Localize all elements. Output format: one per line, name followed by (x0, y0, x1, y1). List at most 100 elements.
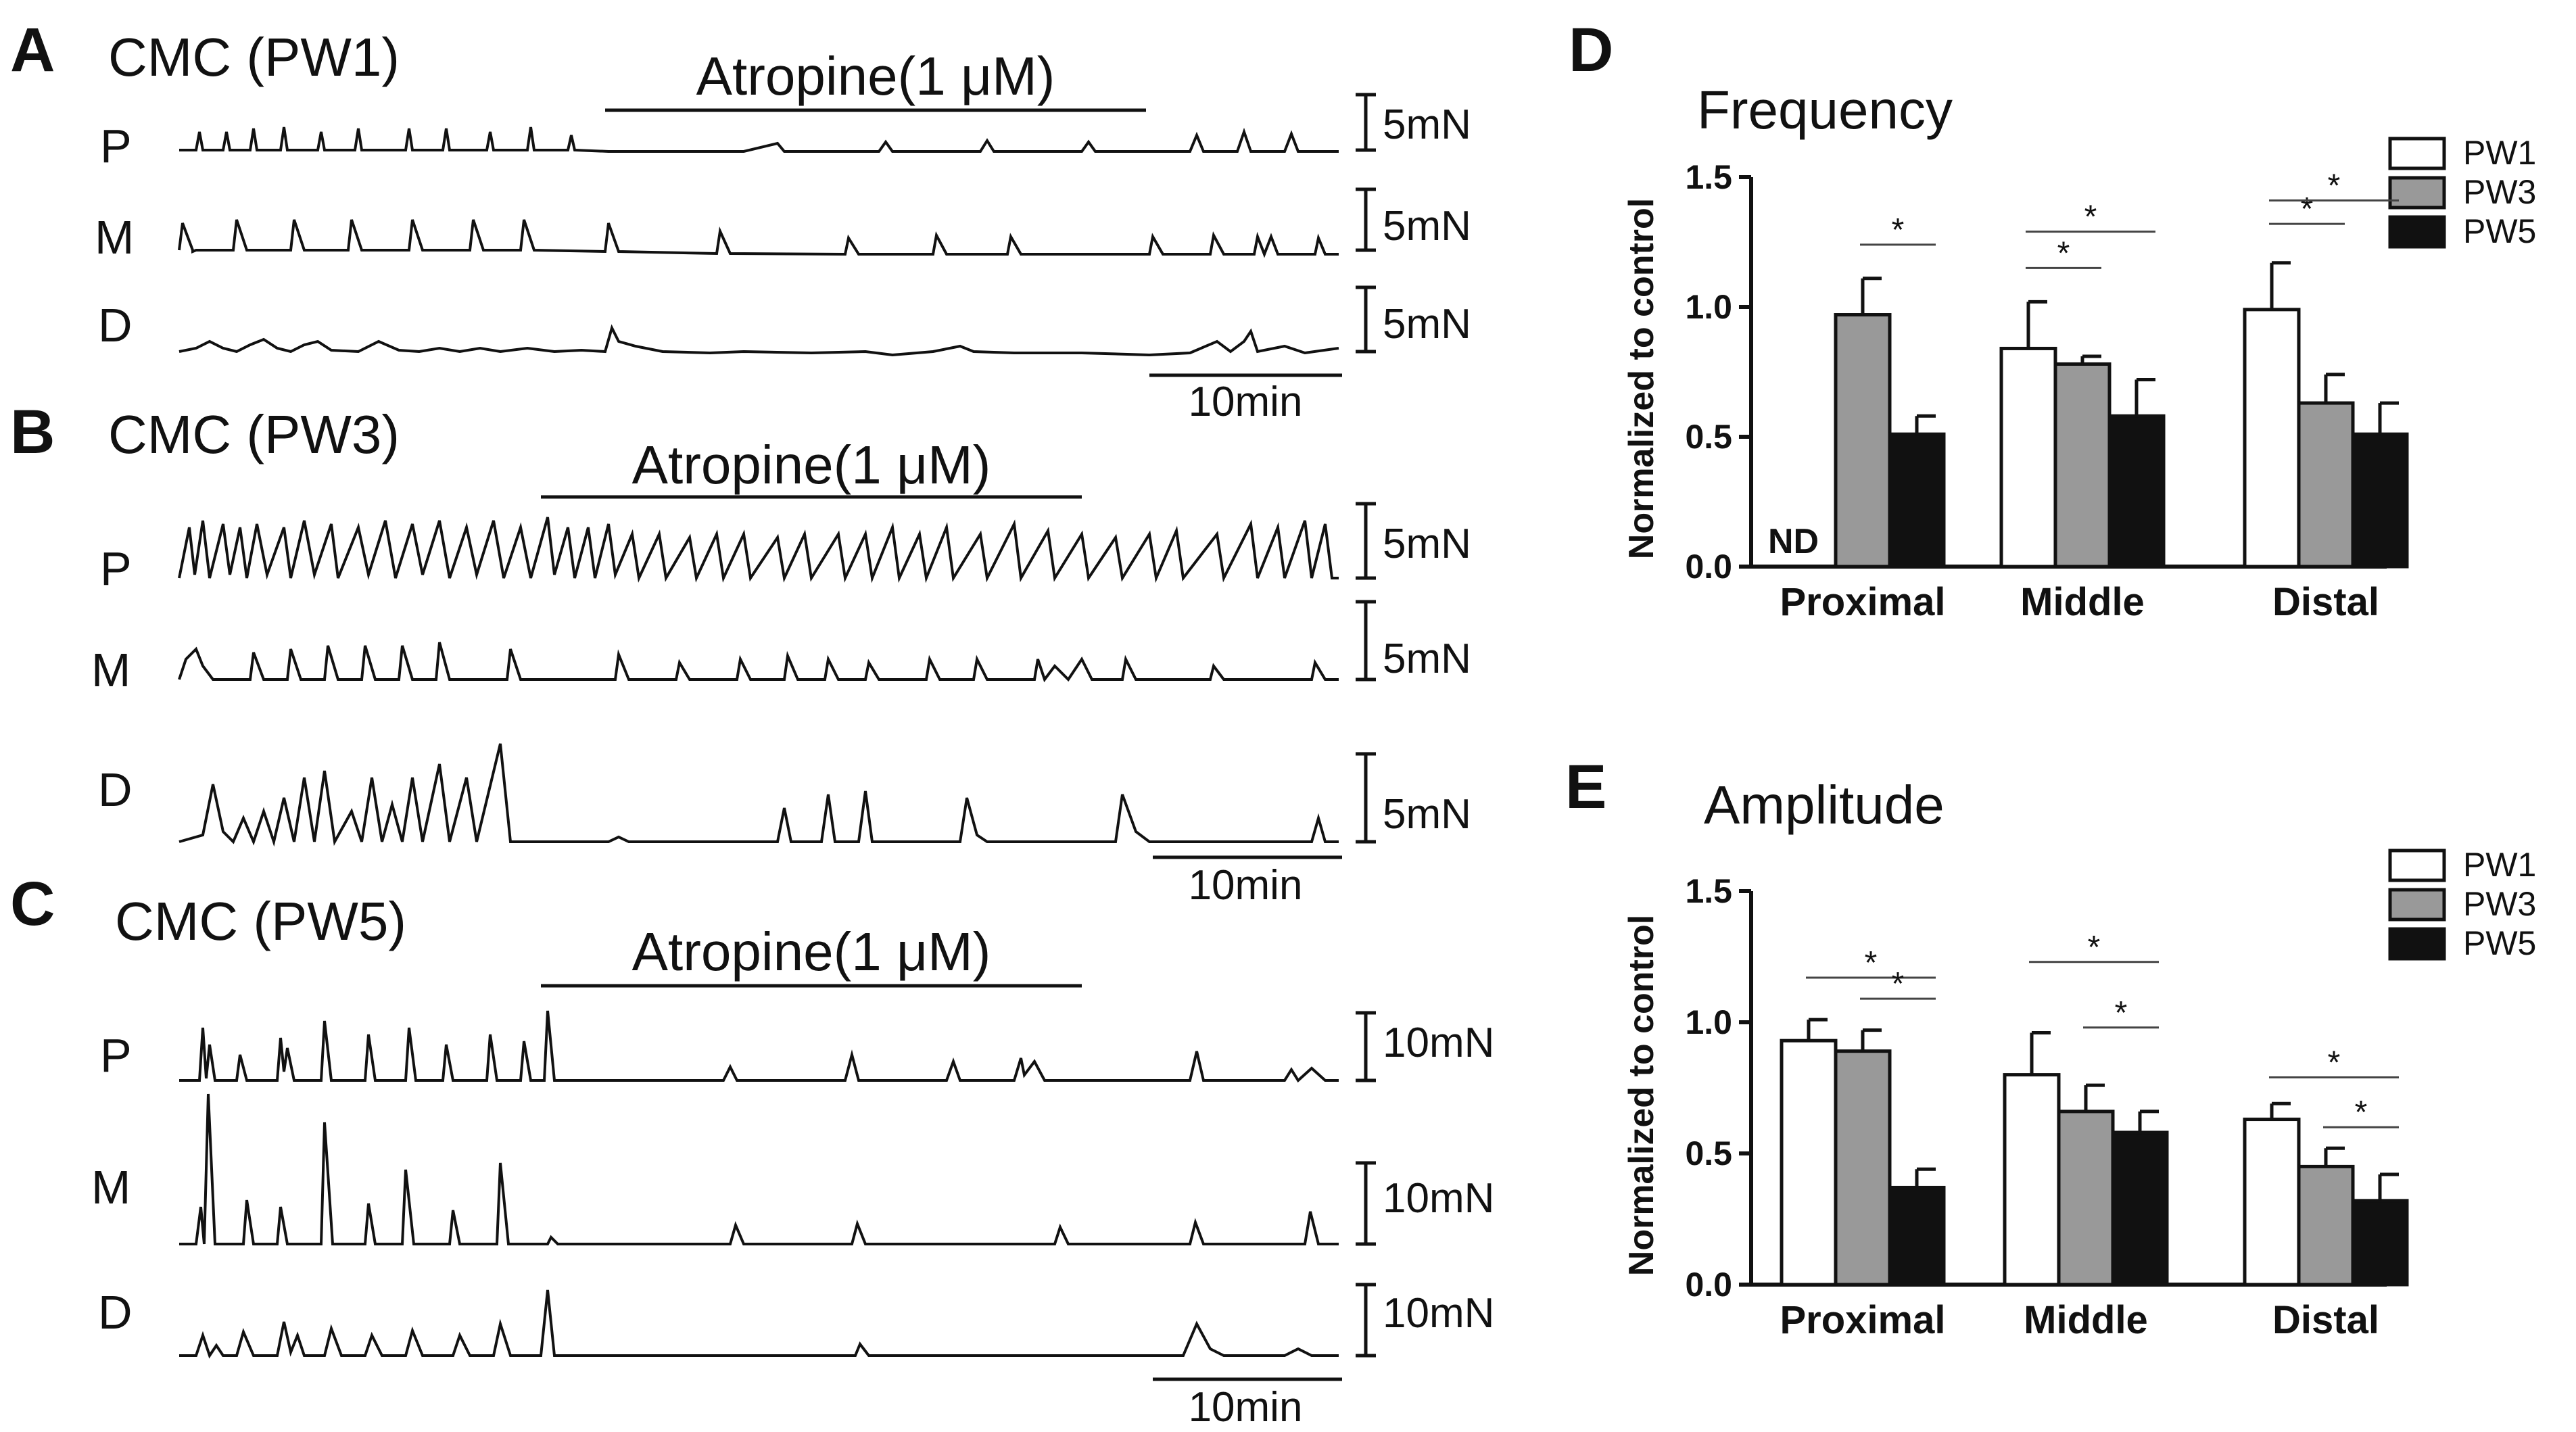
drug-label-c: Atropine(1 μM) (632, 922, 991, 982)
bar (2351, 1199, 2409, 1287)
significance-mark: * (2115, 995, 2128, 1031)
y-tick-label: 1.5 (1685, 872, 1732, 910)
y-tick-label: 1.0 (1685, 288, 1732, 326)
panel-label-c: C (10, 869, 55, 938)
panel-label-a: A (10, 16, 55, 85)
trace-c-p (179, 1010, 1339, 1083)
time-label-a: 10min (1189, 379, 1303, 425)
trace-title-c: CMC (PW5) (115, 891, 406, 951)
category-label: Proximal (1780, 580, 1946, 624)
bar-chart-frequency: D Frequency Normalized to control ND 0.0… (1569, 16, 2536, 624)
bar (2243, 308, 2301, 569)
row-label-b-p: P (100, 542, 132, 595)
trace-title-b: CMC (PW3) (108, 404, 400, 464)
legend-label: PW3 (2463, 885, 2536, 923)
category-label: Proximal (1780, 1298, 1946, 1342)
bar (2111, 1130, 2169, 1287)
legend-swatch (2388, 927, 2446, 961)
bar (1780, 1039, 1838, 1287)
scale-label-c-p: 10mN (1383, 1020, 1494, 1066)
scale-label-a-d: 5mN (1383, 301, 1471, 348)
legend-label: PW5 (2463, 924, 2536, 962)
trace-a-d (178, 324, 1339, 357)
bar (2351, 432, 2409, 569)
category-label: Distal (2272, 580, 2379, 624)
legend-label: PW1 (2463, 846, 2536, 884)
row-label-a-p: P (100, 120, 132, 172)
bar (2297, 1164, 2355, 1287)
trace-panel-b: B CMC (PW3) Atropine(1 μM) P M D 5mN 5mN… (10, 398, 1471, 909)
bar (1999, 346, 2057, 569)
trace-b-m (178, 642, 1339, 683)
scale-label-c-m: 10mN (1383, 1175, 1494, 1222)
annotation-nd: ND (1768, 522, 1819, 561)
drug-label-a: Atropine(1 μM) (696, 46, 1055, 106)
legend-swatch (2388, 137, 2446, 170)
panel-label-b: B (10, 398, 55, 467)
significance-mark: * (2301, 191, 2314, 227)
y-tick-label: 1.5 (1685, 158, 1732, 196)
scale-label-b-m: 5mN (1383, 636, 1471, 682)
y-tick-label: 0.0 (1685, 1266, 1732, 1304)
scale-label-c-d: 10mN (1383, 1290, 1494, 1337)
row-label-b-d: D (98, 763, 133, 816)
legend-swatch (2388, 888, 2446, 922)
row-label-b-m: M (91, 644, 130, 696)
bar (2053, 362, 2112, 569)
scale-label-a-p: 5mN (1383, 101, 1471, 148)
significance-mark: * (1865, 945, 1878, 981)
bar-chart-amplitude: E Amplitude Normalized to control 0.0 0.5… (1565, 753, 2536, 1342)
significance-mark: * (2328, 1045, 2341, 1080)
scale-label-b-p: 5mN (1383, 521, 1471, 567)
y-axis-label-frequency: Normalized to control (1622, 198, 1661, 559)
bar (1888, 1185, 1946, 1287)
category-label: Distal (2272, 1298, 2379, 1342)
y-tick-label: 0.0 (1685, 548, 1732, 586)
trace-panel-c: C CMC (PW5) Atropine(1 μM) P M D 10mN 10… (10, 869, 1494, 1431)
y-tick-label: 0.5 (1685, 418, 1732, 456)
chart-title-frequency: Frequency (1697, 80, 1953, 140)
trace-panel-a: A CMC (PW1) Atropine(1 μM) P M D 5mN 5mN… (10, 16, 1471, 425)
chart-title-amplitude: Amplitude (1704, 775, 1945, 835)
significance-mark: * (1892, 212, 1905, 248)
panel-label-d: D (1569, 16, 1613, 85)
trace-a-m (178, 219, 1339, 258)
legend-label: PW3 (2463, 173, 2536, 211)
row-label-c-d: D (98, 1286, 133, 1339)
bar (1888, 432, 1946, 569)
bar (2107, 414, 2166, 569)
category-label: Middle (2024, 1298, 2148, 1342)
y-axis-label-amplitude: Normalized to control (1622, 915, 1661, 1276)
significance-mark: * (1892, 966, 1905, 1002)
trace-c-m (179, 1093, 1339, 1245)
trace-title-a: CMC (PW1) (108, 27, 400, 87)
bar (2057, 1109, 2115, 1287)
legend-label: PW1 (2463, 134, 2536, 172)
scale-label-b-d: 5mN (1383, 791, 1471, 838)
significance-mark: * (2355, 1095, 2368, 1130)
significance-mark: * (2328, 168, 2341, 204)
bar (1834, 1049, 1892, 1287)
y-tick-label: 1.0 (1685, 1003, 1732, 1041)
bar (2003, 1073, 2061, 1287)
category-label: Middle (2020, 580, 2145, 624)
bar (1834, 313, 1892, 569)
legend-swatch (2388, 849, 2446, 882)
y-tick-label: 0.5 (1685, 1135, 1732, 1172)
trace-b-d (178, 743, 1339, 847)
legend-swatch (2388, 176, 2446, 210)
significance-mark: * (2057, 235, 2070, 271)
bar (2297, 401, 2355, 569)
drug-label-b: Atropine(1 μM) (632, 435, 991, 495)
trace-b-p (178, 517, 1339, 583)
row-label-c-p: P (100, 1029, 132, 1082)
trace-a-p (179, 126, 1339, 153)
legend-swatch (2388, 215, 2446, 249)
trace-c-d (179, 1289, 1339, 1359)
panel-label-e: E (1565, 753, 1606, 821)
bar (2243, 1118, 2301, 1287)
significance-mark: * (2084, 199, 2097, 235)
row-label-c-m: M (91, 1161, 130, 1214)
time-label-b: 10min (1189, 862, 1303, 909)
time-label-c: 10min (1189, 1384, 1303, 1431)
